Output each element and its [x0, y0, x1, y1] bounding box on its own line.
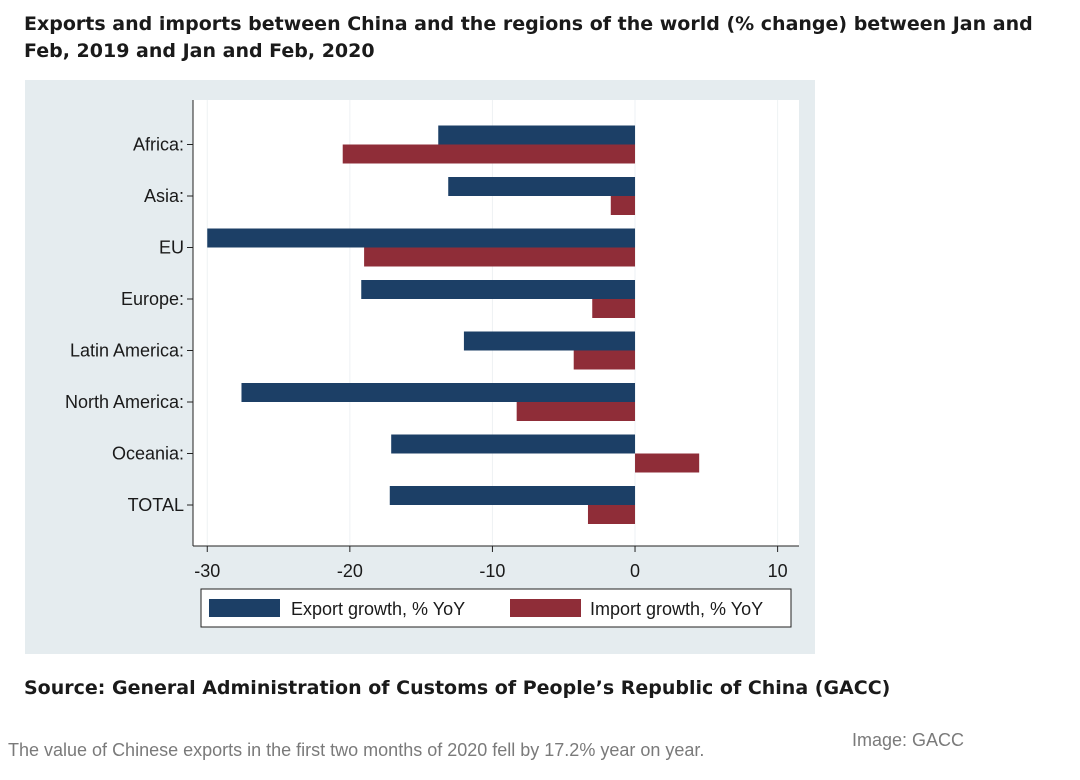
import-bar-5: [516, 402, 636, 421]
source-note: Source: General Administration of Custom…: [24, 677, 891, 699]
category-label: North America:: [65, 392, 184, 412]
category-labels: Africa: Asia: EU Europe: Latin America: North…: [65, 135, 193, 515]
export-bar-6: [391, 434, 636, 454]
chart-title: Exports and imports between China and th…: [24, 13, 1033, 62]
export-bar-1: [448, 177, 636, 196]
legend: Export growth, % YoY Import growth, % YoY: [200, 588, 792, 628]
plot-area: [193, 100, 799, 546]
export-bar-4: [463, 331, 636, 351]
legend-box: [200, 588, 792, 628]
export-bar-2: [207, 228, 636, 248]
export-bar-7: [389, 486, 636, 505]
category-label: Africa:: [133, 135, 184, 155]
import-legend-swatch: [510, 599, 581, 617]
category-label: EU: [159, 238, 184, 258]
image-credit: Image: GACC: [852, 730, 965, 750]
bar-chart: Africa: Asia: EU Europe: Latin America: North…: [65, 100, 799, 628]
bars: [207, 125, 700, 524]
chart-panel: Africa: Asia: EU Europe: Latin America: North…: [25, 80, 815, 654]
export-legend-label: Export growth, % YoY: [291, 599, 465, 619]
category-label: Europe:: [121, 289, 184, 309]
export-bar-3: [361, 280, 636, 299]
import-bar-4: [573, 350, 636, 370]
x-axis: -30 -20 -10 0 10: [192, 100, 799, 581]
category-label: TOTAL: [128, 495, 184, 515]
import-bar-2: [364, 247, 636, 267]
x-tick-label: -20: [337, 561, 363, 581]
x-tick-label: -30: [194, 561, 220, 581]
x-tick-label: 0: [630, 561, 640, 581]
category-label: Asia:: [144, 186, 184, 206]
import-legend-label: Import growth, % YoY: [590, 599, 763, 619]
category-label: Latin America:: [70, 341, 184, 361]
import-bar-0: [342, 144, 636, 164]
x-tick-label: -10: [479, 561, 505, 581]
image-caption: The value of Chinese exports in the firs…: [8, 740, 705, 760]
category-label: Oceania:: [112, 444, 184, 464]
import-bar-7: [587, 505, 636, 524]
export-bar-5: [241, 383, 636, 402]
x-tick-label: 10: [768, 561, 788, 581]
export-legend-swatch: [209, 599, 280, 617]
import-bar-1: [610, 196, 636, 215]
export-bar-0: [438, 125, 636, 145]
import-bar-3: [592, 299, 636, 318]
import-bar-6: [635, 453, 700, 473]
